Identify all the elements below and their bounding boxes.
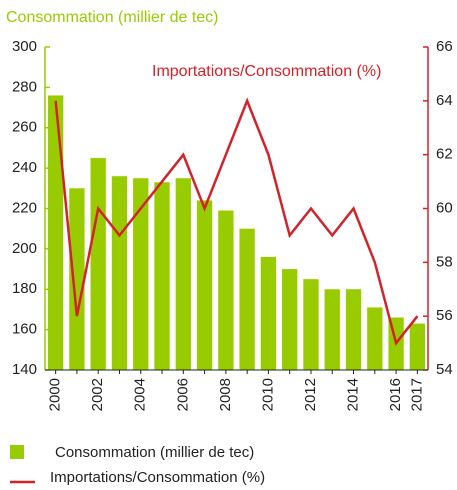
x-tick-label: 2002 <box>89 378 106 411</box>
bar <box>367 307 383 370</box>
line <box>54 97 419 346</box>
x-tick-label: 2016 <box>387 378 404 411</box>
bar <box>239 228 255 370</box>
y2-tick-label: 58 <box>436 253 453 270</box>
chart-title: Consommation (millier de tec) <box>6 9 219 26</box>
bar <box>154 182 170 370</box>
bar <box>282 269 298 370</box>
y2-tick-label: 62 <box>436 146 453 163</box>
legend-label: Consommation (millier de tec) <box>55 444 254 461</box>
x-tick-label: 2012 <box>302 378 319 411</box>
legend-swatch <box>10 445 24 459</box>
x-tick-label: 2008 <box>217 378 234 411</box>
x-tick-label: 2010 <box>259 378 276 411</box>
annotation: Importations/Consommation (%) <box>152 63 381 80</box>
y-tick-label: 260 <box>12 119 37 136</box>
x-tick-label: 2000 <box>47 378 64 411</box>
x-tick-label: 2004 <box>132 378 149 411</box>
y-tick-label: 300 <box>12 38 37 55</box>
bar <box>90 158 106 370</box>
bar <box>47 95 64 370</box>
bar <box>218 210 234 370</box>
y2-tick-label: 64 <box>436 92 453 109</box>
y-tick-label: 220 <box>12 199 37 216</box>
bar <box>303 279 319 370</box>
bar <box>409 323 426 370</box>
y2-tick-label: 56 <box>436 307 453 324</box>
x-tick-label: 2017 <box>408 378 425 411</box>
y-tick-label: 240 <box>12 159 37 176</box>
bar <box>69 188 85 370</box>
y2-tick-label: 66 <box>436 38 453 55</box>
y-tick-label: 160 <box>12 321 37 338</box>
y-tick-label: 180 <box>12 280 37 297</box>
y-tick-label: 280 <box>12 78 37 95</box>
y2-tick-label: 54 <box>436 361 453 378</box>
y2-tick-label: 60 <box>436 199 453 216</box>
x-tick-label: 2006 <box>174 378 191 411</box>
bar <box>133 178 149 370</box>
y-tick-label: 140 <box>12 361 37 378</box>
bar <box>260 256 277 370</box>
bar <box>324 289 340 370</box>
bar <box>175 178 191 370</box>
x-tick-label: 2014 <box>344 378 361 411</box>
bar <box>111 176 128 370</box>
y-tick-label: 200 <box>12 240 37 257</box>
legend-label: Importations/Consommation (%) <box>50 469 265 486</box>
bar <box>196 200 213 370</box>
bar <box>345 289 362 370</box>
